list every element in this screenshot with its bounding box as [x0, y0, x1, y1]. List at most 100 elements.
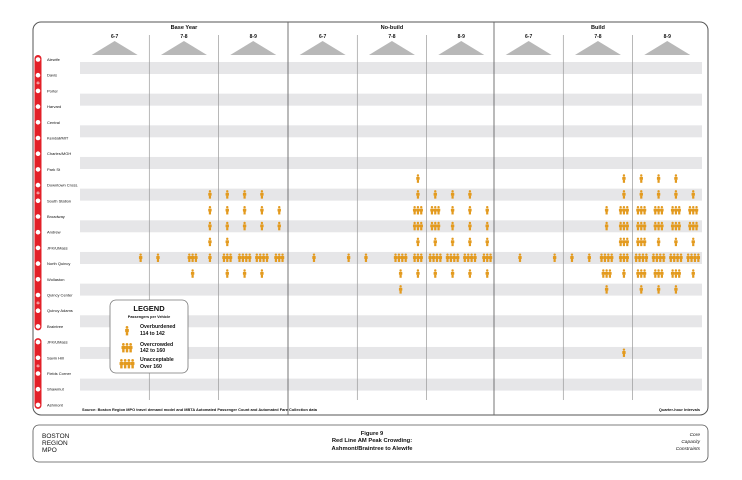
overburdened-icon	[242, 221, 247, 231]
overburdened-icon	[208, 221, 212, 231]
figure-number: Figure 9	[361, 431, 384, 437]
station-label: Central	[47, 120, 60, 125]
overburdened-icon	[433, 237, 437, 247]
footer: BOSTON REGION MPO Figure 9 Red Line AM P…	[32, 424, 709, 463]
series-line: Capacity	[681, 439, 700, 445]
overburdened-icon	[156, 253, 160, 262]
legend-title: LEGEND	[133, 304, 165, 313]
overburdened-icon	[208, 205, 212, 215]
overburdened-icon	[570, 253, 574, 262]
overburdened-icon	[468, 237, 472, 247]
overburdened-icon	[260, 205, 264, 215]
overcrowded-icon	[688, 221, 699, 231]
station-label: South Station	[47, 198, 71, 203]
overburdened-icon	[604, 221, 609, 231]
overburdened-icon	[639, 285, 643, 294]
overburdened-icon	[468, 205, 472, 215]
station-marker	[35, 72, 41, 78]
overcrowded-icon	[430, 205, 441, 215]
row-stripe	[80, 125, 702, 138]
overburdened-icon	[190, 269, 195, 278]
overcrowded-icon	[653, 205, 664, 215]
station-label: Quincy Center	[47, 293, 73, 298]
hour-label: 6-7	[319, 34, 326, 40]
hour-label: 6-7	[111, 34, 118, 40]
hour-label: 7-8	[388, 34, 395, 40]
station-label: Harvard	[47, 104, 61, 109]
station-marker	[35, 277, 41, 282]
column-headers: Base Year 6-7 7-8 8-9 No-build 6-7 7-8 8-9 Build…	[91, 25, 691, 55]
overburdened-icon	[312, 253, 316, 262]
station-label: Shawmut	[47, 387, 65, 392]
station-marker	[35, 324, 41, 329]
overburdened-icon	[364, 253, 368, 262]
station-marker	[35, 261, 41, 266]
overburdened-icon	[468, 190, 472, 199]
overcrowded-icon	[636, 237, 647, 247]
station-marker	[35, 88, 41, 94]
org-line: BOSTON	[42, 433, 70, 440]
overcrowded-icon	[670, 269, 681, 278]
overburdened-icon	[656, 190, 661, 199]
overburdened-icon	[416, 269, 420, 278]
unacceptable-icon	[237, 253, 252, 262]
station-marker	[35, 151, 41, 156]
overburdened-icon	[225, 205, 229, 215]
hour-triangle	[91, 41, 138, 55]
overburdened-icon	[433, 190, 437, 199]
overcrowded-icon	[601, 269, 612, 278]
overburdened-icon	[450, 190, 455, 199]
overburdened-icon	[485, 205, 489, 215]
overburdened-icon	[552, 253, 557, 262]
unacceptable-icon	[669, 253, 683, 262]
overcrowded-icon	[653, 221, 664, 231]
overburdened-icon	[208, 190, 212, 199]
org-line: MPO	[42, 447, 57, 454]
hour-triangle	[505, 41, 552, 55]
legend-box	[109, 299, 189, 374]
station-label: Park St	[47, 167, 61, 172]
unacceptable-icon	[119, 359, 135, 369]
station-marker	[35, 182, 41, 188]
overcrowded-icon	[670, 221, 681, 231]
transfer-icon: ✲	[36, 81, 40, 86]
row-stripe	[80, 251, 702, 264]
legend-item-name: Overburdened	[140, 324, 175, 330]
station-label: Alewife	[47, 57, 61, 62]
station-label: Braintree	[47, 324, 64, 329]
overburdened-icon	[138, 253, 143, 262]
overburdened-icon	[622, 174, 626, 183]
station-marker	[35, 229, 41, 235]
hour-label: 8-9	[458, 34, 465, 40]
overburdened-icon	[639, 174, 643, 183]
series-line: Constraints	[676, 446, 701, 452]
unacceptable-icon	[686, 253, 701, 262]
row-stripe	[80, 346, 702, 359]
scenario-title: Base Year	[171, 25, 198, 31]
overcrowded-icon	[187, 253, 198, 262]
overcrowded-icon	[430, 221, 441, 231]
row-stripe	[80, 283, 702, 296]
station-marker	[35, 386, 41, 392]
overburdened-icon	[450, 221, 455, 231]
station-label: JFK/UMass	[47, 340, 68, 345]
station-label: Kendall/MIT	[47, 136, 69, 141]
unacceptable-icon	[463, 253, 477, 262]
overburdened-icon	[260, 190, 264, 199]
overcrowded-icon	[222, 253, 233, 262]
row-stripe	[80, 62, 702, 74]
overburdened-icon	[225, 269, 229, 278]
overcrowded-icon	[653, 269, 664, 278]
overburdened-icon	[260, 221, 264, 231]
overburdened-icon	[125, 326, 129, 336]
row-stripe	[80, 188, 702, 201]
legend-subtitle: Passengers per Vehicle	[128, 315, 170, 319]
scenario-title: No-build	[381, 25, 404, 31]
overcrowded-icon	[618, 253, 629, 262]
station-label: JFK/UMass	[47, 245, 68, 250]
unacceptable-icon	[599, 253, 614, 262]
overburdened-icon	[691, 237, 695, 247]
legend-item-range: 114 to 142	[140, 331, 165, 337]
figure-title: Red Line AM Peak Crowding:	[332, 438, 412, 444]
station-marker	[35, 308, 41, 314]
